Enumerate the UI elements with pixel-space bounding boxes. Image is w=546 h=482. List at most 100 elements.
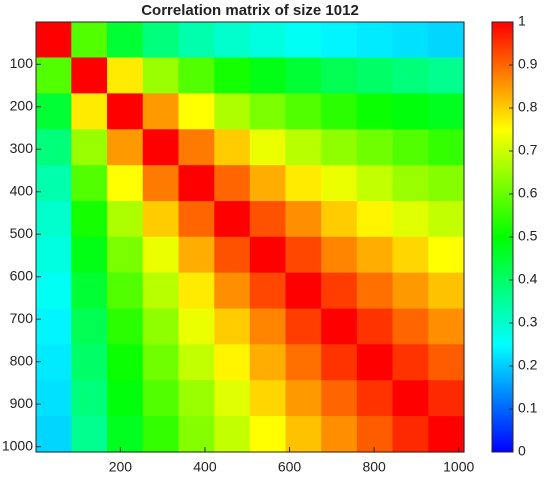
heat-cell <box>392 57 429 94</box>
y-tick-label: 400 <box>10 182 34 198</box>
heat-cell <box>178 236 215 274</box>
heat-cell <box>142 308 180 345</box>
heat-cell <box>214 308 251 345</box>
heat-cell <box>285 344 322 381</box>
heat-cell <box>214 57 251 94</box>
heat-cell <box>428 344 465 381</box>
heat-cell <box>392 236 429 274</box>
heat-cell <box>249 308 287 345</box>
heat-cell <box>71 380 108 417</box>
heat-cell <box>249 129 287 166</box>
heat-cell <box>107 57 144 94</box>
heat-cell <box>142 201 180 238</box>
heat-cell <box>214 344 251 381</box>
heat-cell <box>428 308 465 345</box>
heat-cell <box>71 129 108 166</box>
heat-cell <box>249 344 287 381</box>
heat-cell <box>142 344 180 381</box>
heat-cell <box>249 272 287 310</box>
heat-cell <box>178 57 215 94</box>
heat-cell <box>71 308 108 345</box>
colorbar-tick-label: 0.2 <box>518 357 538 373</box>
heat-cell <box>356 380 394 417</box>
x-tick-label: 200 <box>109 459 133 475</box>
heat-cell <box>392 344 429 381</box>
colorbar-tick-label: 1 <box>518 13 526 29</box>
heat-cell <box>392 308 429 345</box>
colorbar-tick-label: 0.9 <box>518 56 538 72</box>
colorbar-tick-label: 0.4 <box>518 271 538 287</box>
heat-cell <box>107 272 144 310</box>
heat-cell <box>142 272 180 310</box>
heat-cell <box>214 380 251 417</box>
heat-cell <box>71 344 108 381</box>
heat-cell <box>214 22 251 59</box>
chart-title: Correlation matrix of size 1012 <box>141 2 359 19</box>
heat-cell <box>428 93 465 130</box>
heat-cell <box>249 22 287 59</box>
heat-cell <box>321 22 358 59</box>
heat-cell <box>321 93 358 130</box>
heat-cell <box>178 380 215 417</box>
heat-cell <box>321 344 358 381</box>
heat-cell <box>285 129 322 166</box>
heat-cell <box>178 308 215 345</box>
heat-cell <box>285 22 322 59</box>
heat-cell <box>107 236 144 274</box>
heat-cell <box>285 236 322 274</box>
heat-cell <box>321 236 358 274</box>
y-tick-label: 200 <box>10 97 34 113</box>
heat-cell <box>285 57 322 94</box>
heat-cell <box>321 201 358 238</box>
heat-cell <box>36 272 72 310</box>
heat-cell <box>356 129 394 166</box>
heat-cell <box>107 165 144 202</box>
heat-cell <box>36 22 72 59</box>
heat-cell <box>214 236 251 274</box>
heat-cell <box>36 165 72 202</box>
heat-cell <box>142 236 180 274</box>
heat-cell <box>142 416 180 453</box>
heat-cell <box>71 236 108 274</box>
heat-cell <box>107 380 144 417</box>
heat-cell <box>107 22 144 59</box>
heat-cell <box>356 22 394 59</box>
y-tick-label: 800 <box>10 352 34 368</box>
heat-cell <box>285 272 322 310</box>
heat-cell <box>285 201 322 238</box>
heat-cell <box>249 416 287 453</box>
heat-cell <box>142 380 180 417</box>
heat-cell <box>178 22 215 59</box>
heat-cell <box>36 93 72 130</box>
heat-cell <box>428 380 465 417</box>
heat-cell <box>249 57 287 94</box>
heat-cell <box>36 236 72 274</box>
heat-cell <box>142 57 180 94</box>
heat-cell <box>249 201 287 238</box>
heat-cell <box>107 416 144 453</box>
colorbar-tick-label: 0.6 <box>518 185 538 201</box>
heat-cell <box>321 129 358 166</box>
heat-cell <box>142 129 180 166</box>
heat-cell <box>356 308 394 345</box>
plot-frame <box>35 21 465 453</box>
heat-cell <box>356 57 394 94</box>
heat-cell <box>392 272 429 310</box>
heat-cell <box>321 308 358 345</box>
heat-cell <box>321 165 358 202</box>
y-tick-label: 900 <box>10 395 34 411</box>
heat-cell <box>142 22 180 59</box>
heat-cell <box>285 416 322 453</box>
heat-cell <box>321 57 358 94</box>
heat-cell <box>321 416 358 453</box>
heat-cell <box>178 93 215 130</box>
heat-cell <box>178 201 215 238</box>
y-tick-label: 300 <box>10 140 34 156</box>
heat-cell <box>428 236 465 274</box>
heat-cell <box>214 129 251 166</box>
heat-cell <box>428 129 465 166</box>
heat-cell <box>71 22 108 59</box>
heat-cell <box>249 380 287 417</box>
heat-cell <box>428 272 465 310</box>
